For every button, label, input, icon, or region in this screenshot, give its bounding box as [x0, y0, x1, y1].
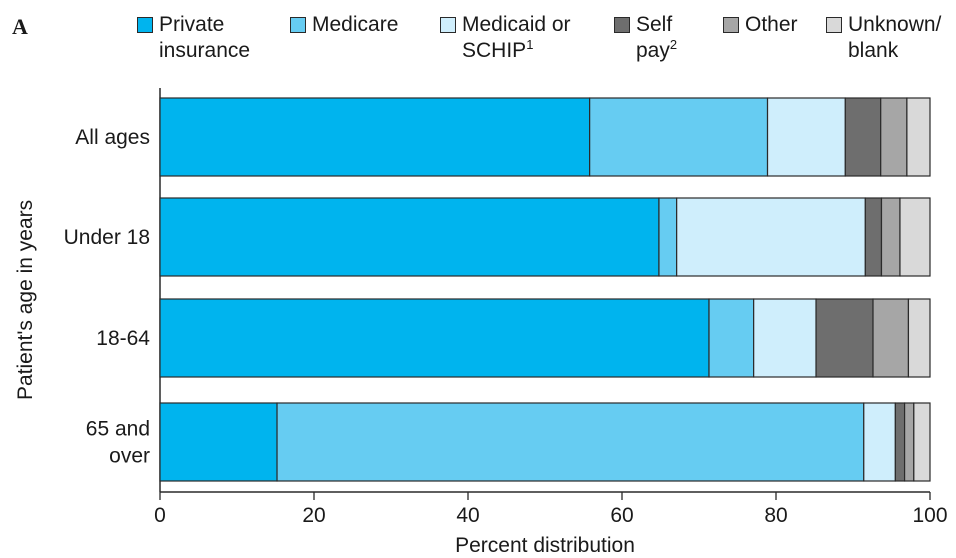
x-tick-label: 60	[610, 504, 633, 527]
legend-swatch	[137, 17, 153, 33]
chart-legend: Private insurance Medicare Medicaid or SCHIP…	[0, 0, 956, 80]
legend-label: Self pay2	[636, 13, 678, 62]
bar-segment	[880, 97, 908, 177]
bar-segment	[894, 402, 906, 482]
bar-segment	[159, 97, 591, 177]
x-tick-label: 20	[302, 504, 325, 527]
y-axis-label: Patient's age in years	[14, 199, 37, 400]
x-tick-label: 100	[912, 504, 947, 527]
bar-segment	[658, 197, 678, 277]
legend-label: Medicaid or SCHIP1	[462, 13, 571, 62]
legend-label: Other	[745, 13, 798, 36]
legend-item: Other	[723, 12, 798, 38]
x-tick-label: 80	[764, 504, 787, 527]
bar-segment	[159, 298, 710, 378]
legend-item: Private insurance	[137, 12, 250, 64]
legend-swatch	[440, 17, 456, 33]
bar-segment	[899, 197, 931, 277]
legend-item: Unknown/blank	[826, 12, 941, 64]
legend-label: Private insurance	[159, 13, 251, 62]
bar-segment	[815, 298, 874, 378]
y-tick-label: 65 and	[86, 418, 150, 441]
bar-segment	[159, 197, 660, 277]
bar-segment	[880, 197, 901, 277]
bar-segment	[864, 197, 883, 277]
y-tick-label: All ages	[75, 126, 150, 149]
legend-swatch	[290, 17, 306, 33]
bar-segment	[676, 197, 866, 277]
bar-segment	[276, 402, 865, 482]
legend-item: Medicaid or SCHIP1	[440, 12, 571, 64]
legend-label: Medicare	[312, 13, 399, 36]
x-tick-label: 0	[154, 504, 166, 527]
y-tick-label: Under 18	[64, 226, 150, 249]
x-tick-label: 40	[456, 504, 479, 527]
y-tick-label: over	[109, 445, 150, 468]
bar-segment	[753, 298, 817, 378]
bar-segment	[589, 97, 769, 177]
bar-segment	[766, 97, 846, 177]
legend-swatch	[826, 17, 842, 33]
bar-segment	[159, 402, 278, 482]
legend-swatch	[723, 17, 739, 33]
bar-segment	[906, 97, 931, 177]
y-tick-label: 18-64	[96, 327, 150, 350]
bar-segment	[913, 402, 931, 482]
legend-item: Medicare	[290, 12, 398, 38]
bar-segment	[872, 298, 910, 378]
x-axis-label: Percent distribution	[455, 534, 635, 557]
bar-segment	[863, 402, 896, 482]
bar-segment	[708, 298, 755, 378]
bar-segment	[903, 402, 915, 482]
bar-segment	[907, 298, 931, 378]
legend-item: Self pay2	[614, 12, 677, 64]
legend-swatch	[614, 17, 630, 33]
bar-segment	[844, 97, 882, 177]
panel-label: A	[12, 14, 28, 39]
legend-label: Unknown/blank	[848, 13, 942, 62]
